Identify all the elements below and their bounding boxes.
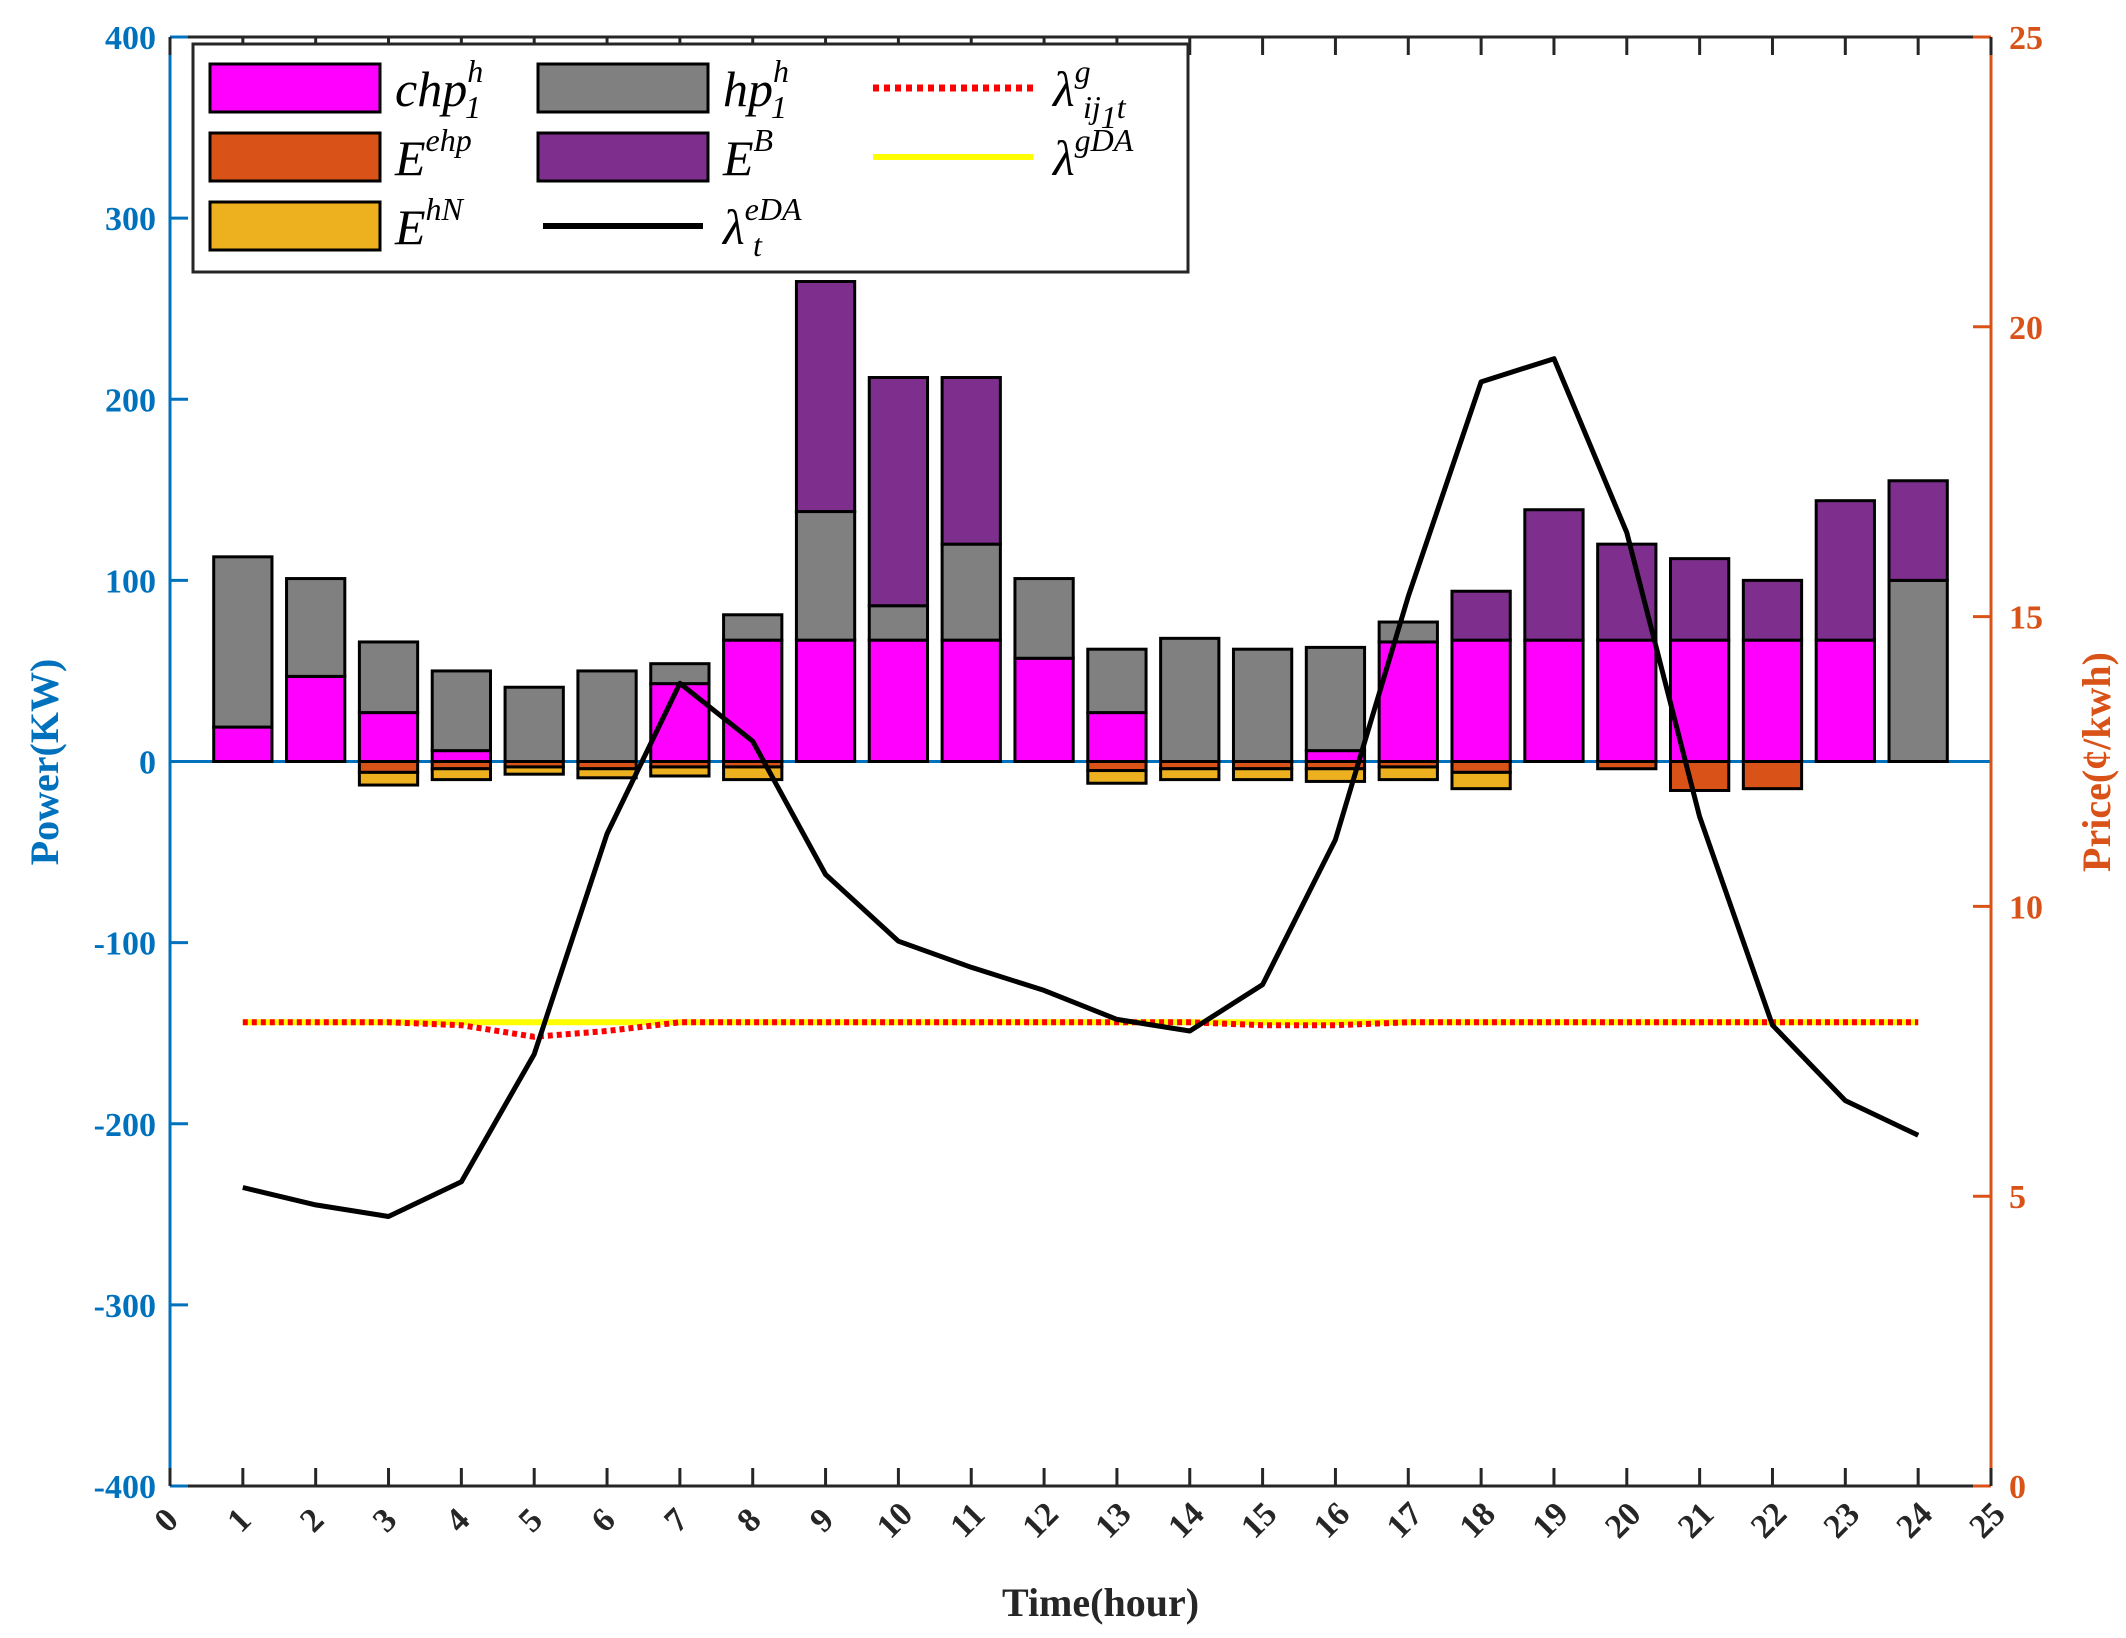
- bar-EhN-h14: [1159, 767, 1221, 782]
- bar-EB-h11: [940, 376, 1002, 546]
- bar-hp1h-h17: [1377, 620, 1439, 644]
- bar-EB-h10: [867, 376, 930, 608]
- bar-hp1h-h5: [503, 685, 565, 764]
- bar-chp1h-h11: [940, 638, 1002, 763]
- bar-chp1h-h19: [1523, 638, 1585, 763]
- legend-label-1: hph 1: [723, 53, 789, 125]
- bar-EB-h9: [794, 280, 857, 514]
- bars-layer: [212, 280, 1949, 792]
- bar-hp1h-h16: [1304, 645, 1367, 753]
- bar-chp1h-h10: [867, 638, 930, 763]
- y-left-tick-label: -300: [94, 1288, 156, 1325]
- y-left-tick-label: 100: [105, 563, 156, 600]
- bar-chp1h-h22: [1741, 638, 1804, 763]
- y-right-tick-label: 5: [2009, 1179, 2026, 1216]
- y-right-tick-label: 15: [2009, 600, 2043, 637]
- y-right-tick-label: 0: [2009, 1469, 2026, 1506]
- bar-hp1h-h11: [940, 542, 1002, 642]
- bar-chp1h-h3: [357, 711, 420, 764]
- legend-label-0: chph 1: [395, 53, 483, 125]
- bar-EhN-h18: [1450, 770, 1512, 791]
- bar-hp1h-h7: [649, 662, 711, 686]
- bar-Eehp-h22: [1741, 760, 1804, 791]
- bar-hp1h-h13: [1086, 647, 1148, 715]
- bar-hp1h-h1: [212, 555, 274, 729]
- y-right-tick-label: 10: [2009, 889, 2043, 926]
- legend-swatch-4: [536, 131, 710, 183]
- bar-chp1h-h23: [1814, 638, 1876, 763]
- y-left-tick-label: -200: [94, 1107, 156, 1144]
- bar-hp1h-h4: [430, 669, 492, 753]
- line-ij1tg: [242, 1019, 1919, 1040]
- legend-swatch-0: [208, 62, 382, 114]
- legend-swatch-3: [208, 131, 382, 183]
- bar-chp1h-h9: [794, 638, 857, 763]
- bar-EB-h24: [1887, 479, 1949, 582]
- bar-hp1h-h14: [1159, 636, 1221, 764]
- bar-hp1h-h3: [357, 640, 420, 715]
- y-left-tick-label: -100: [94, 926, 156, 963]
- bar-Eehp-h20: [1596, 760, 1658, 771]
- bar-EB-h21: [1669, 557, 1731, 642]
- bar-EB-h20: [1596, 542, 1658, 642]
- bar-Eehp-h21: [1669, 760, 1731, 792]
- bar-EhN-h16: [1304, 767, 1367, 783]
- y-left-tick-label: 300: [105, 201, 156, 238]
- bar-hp1h-h6: [576, 669, 638, 763]
- legend-swatch-6: [208, 200, 382, 252]
- bar-EB-h22: [1741, 578, 1804, 642]
- bar-hp1h-h24: [1887, 578, 1949, 763]
- x-axis-title: Time(hour): [1002, 1580, 1199, 1625]
- bar-chp1h-h12: [1013, 656, 1075, 763]
- legend-swatch-1: [536, 62, 710, 114]
- bar-chp1h-h20: [1596, 638, 1658, 763]
- bar-hp1h-h10: [867, 604, 930, 642]
- bar-chp1h-h16: [1304, 749, 1367, 764]
- bar-chp1h-h13: [1086, 711, 1148, 764]
- bar-hp1h-h9: [794, 510, 857, 642]
- y-right-axis-title: Price(¢/kwh): [2074, 652, 2119, 872]
- bar-EhN-h7: [649, 765, 711, 778]
- y-left-tick-label: 200: [105, 382, 156, 419]
- bar-hp1h-h8: [722, 613, 784, 642]
- y-right-tick-label: 25: [2009, 20, 2043, 57]
- bar-EB-h19: [1523, 508, 1585, 642]
- bar-Eehp-h3: [357, 760, 420, 774]
- lines-layer: [242, 356, 1920, 1219]
- bar-chp1h-h18: [1450, 638, 1512, 763]
- bar-hp1h-h12: [1013, 577, 1075, 660]
- bar-EhN-h15: [1231, 767, 1294, 782]
- y-right-tick-label: 20: [2009, 310, 2043, 347]
- bar-hp1h-h15: [1231, 647, 1294, 764]
- y-left-axis-title: Power(KW): [22, 659, 67, 866]
- bar-EhN-h6: [576, 767, 638, 780]
- bar-chp1h-h2: [285, 674, 347, 764]
- y-left-tick-label: 400: [105, 20, 156, 57]
- y-left-tick-label: -400: [94, 1469, 156, 1506]
- y-left-tick-label: 0: [139, 745, 156, 782]
- bar-chp1h-h1: [212, 725, 274, 763]
- bar-EhN-h4: [430, 767, 492, 782]
- bar-Eehp-h18: [1450, 760, 1512, 774]
- bar-EhN-h17: [1377, 765, 1439, 782]
- bar-EB-h18: [1450, 589, 1512, 642]
- bar-chp1h-h4: [430, 749, 492, 764]
- bar-EhN-h3: [357, 770, 420, 787]
- line-teDA: [242, 356, 1920, 1219]
- bar-hp1h-h2: [285, 577, 347, 678]
- bar-EhN-h13: [1086, 769, 1148, 785]
- bar-EhN-h5: [503, 765, 565, 776]
- bar-EB-h23: [1814, 499, 1876, 642]
